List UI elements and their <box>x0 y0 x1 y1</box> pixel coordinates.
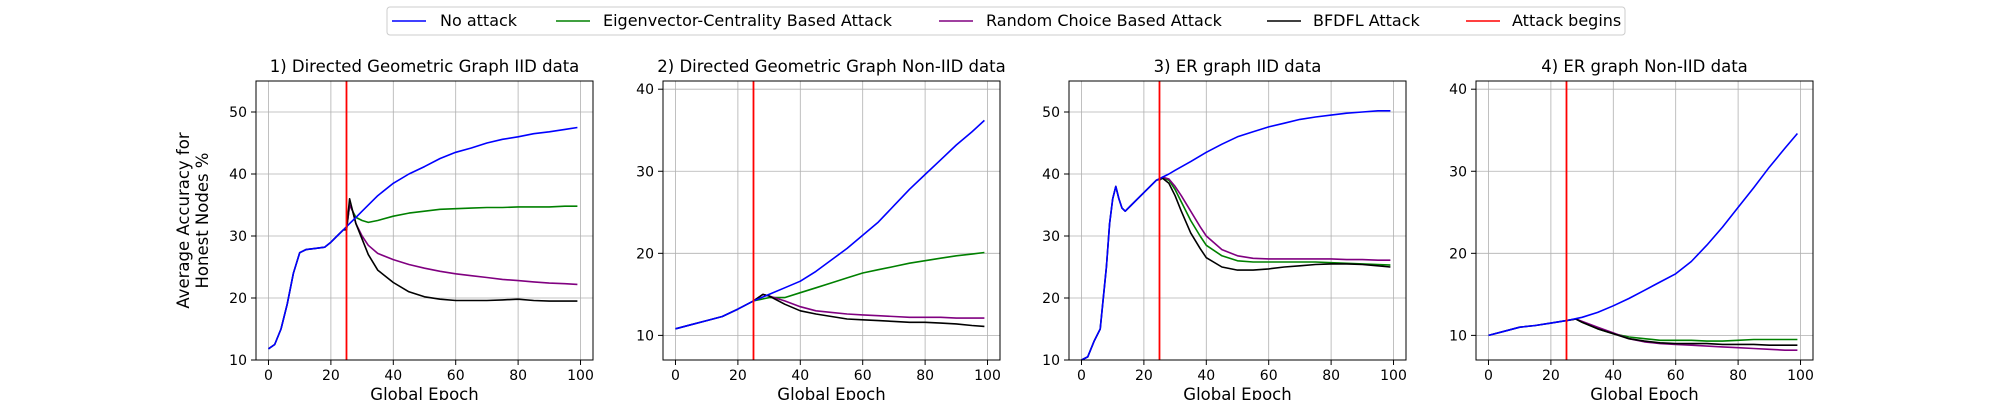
subplot-1: 0 20 40 60 80 100 10 20 30 40 50 1) Directed Geomet… <box>174 57 594 400</box>
x-tick-label: 40 <box>791 368 809 384</box>
x-tick-label: 60 <box>1667 368 1685 384</box>
x-axis-label: Global Epoch <box>1183 385 1291 400</box>
y-tick-label: 30 <box>636 164 654 180</box>
y-tick-label: 20 <box>229 291 247 307</box>
x-axis-label: Global Epoch <box>370 385 478 400</box>
x-tick-label: 40 <box>384 368 402 384</box>
series-line-no-attack <box>268 126 578 350</box>
x-tick-label: 100 <box>974 368 1001 384</box>
legend-frame <box>386 6 1626 36</box>
x-axis-label: Global Epoch <box>1590 385 1698 400</box>
x-tick-label: 60 <box>447 368 465 384</box>
subplot-title: 4) ER graph Non-IID data <box>1541 57 1748 76</box>
legend-label-attack-begins: Attack begins <box>1512 11 1621 30</box>
y-tick-label: 20 <box>1449 246 1467 262</box>
legend: No attack Eigenvector-Centrality Based A… <box>386 6 1626 36</box>
y-tick-label: 20 <box>1042 291 1060 307</box>
series-line-eigen <box>1158 176 1391 266</box>
y-tick-label: 30 <box>1042 229 1060 245</box>
series-line-no-attack <box>675 119 985 330</box>
x-tick-label: 20 <box>729 368 747 384</box>
y-tick-label: 40 <box>636 82 654 98</box>
plot-frame <box>1068 80 1407 361</box>
x-tick-label: 40 <box>1197 368 1215 384</box>
x-tick-label: 100 <box>1787 368 1814 384</box>
y-tick-label: 40 <box>229 167 247 183</box>
series-line-bfdfl <box>1081 177 1391 361</box>
y-axis-label: Average Accuracy forHonest Nodes % <box>174 132 212 308</box>
legend-label-eigen: Eigenvector-Centrality Based Attack <box>603 11 893 30</box>
subplot-title: 3) ER graph IID data <box>1154 57 1322 76</box>
y-tick-label: 20 <box>636 246 654 262</box>
legend-label-random: Random Choice Based Attack <box>986 11 1223 30</box>
legend-entry-eigen: Eigenvector-Centrality Based Attack <box>556 11 893 30</box>
subplot-3: 0 20 40 60 80 100 10 20 30 40 50 3) ER graph IID da… <box>1042 57 1407 400</box>
legend-entry-no-attack: No attack <box>392 11 518 30</box>
x-tick-label: 80 <box>1322 368 1340 384</box>
series-line-eigen <box>753 251 985 302</box>
x-tick-label: 100 <box>567 368 594 384</box>
legend-label-bfdfl: BFDFL Attack <box>1313 11 1421 30</box>
y-tick-label: 30 <box>229 229 247 245</box>
plot-frame <box>1475 80 1814 361</box>
y-tick-label: 40 <box>1042 167 1060 183</box>
series-line-bfdfl <box>1488 318 1798 347</box>
series-line-no-attack <box>1488 132 1799 337</box>
plot-frame <box>255 80 594 361</box>
x-tick-label: 80 <box>509 368 527 384</box>
x-tick-label: 0 <box>671 368 680 384</box>
subplot-title: 2) Directed Geometric Graph Non-IID data <box>657 57 1005 76</box>
y-axis-label-line: Average Accuracy for <box>174 132 193 308</box>
y-tick-label: 50 <box>229 105 247 121</box>
y-tick-label: 10 <box>636 328 654 344</box>
y-tick-label: 40 <box>1449 82 1467 98</box>
series-line-eigen <box>345 204 578 230</box>
subplot-4: 0 20 40 60 80 100 10 20 30 40 4) ER graph Non-IID … <box>1449 57 1814 400</box>
y-tick-label: 10 <box>1042 353 1060 369</box>
legend-entry-random: Random Choice Based Attack <box>939 11 1223 30</box>
subplot-title: 1) Directed Geometric Graph IID data <box>270 57 580 76</box>
y-tick-label: 50 <box>1042 105 1060 121</box>
legend-entry-attack-begins: Attack begins <box>1466 11 1621 30</box>
x-tick-label: 60 <box>854 368 872 384</box>
y-tick-label: 10 <box>229 353 247 369</box>
x-tick-label: 20 <box>322 368 340 384</box>
y-tick-label: 30 <box>1449 164 1467 180</box>
x-tick-label: 100 <box>1380 368 1407 384</box>
x-tick-label: 60 <box>1260 368 1278 384</box>
y-axis-label-line: Honest Nodes % <box>193 152 212 288</box>
x-tick-label: 80 <box>1729 368 1747 384</box>
series-line-random <box>753 293 985 319</box>
x-tick-label: 0 <box>1077 368 1086 384</box>
y-tick-label: 10 <box>1449 328 1467 344</box>
series-line-no-attack <box>1081 110 1391 361</box>
legend-entry-bfdfl: BFDFL Attack <box>1267 11 1421 30</box>
x-tick-label: 20 <box>1135 368 1153 384</box>
legend-label-no-attack: No attack <box>440 11 518 30</box>
x-tick-label: 0 <box>264 368 273 384</box>
x-tick-label: 0 <box>1484 368 1493 384</box>
x-tick-label: 80 <box>916 368 934 384</box>
plot-frame <box>662 80 1001 361</box>
series-line-bfdfl <box>268 198 578 350</box>
x-tick-label: 20 <box>1542 368 1560 384</box>
x-tick-label: 40 <box>1604 368 1622 384</box>
x-axis-label: Global Epoch <box>777 385 885 400</box>
series-line-random <box>1158 176 1391 262</box>
